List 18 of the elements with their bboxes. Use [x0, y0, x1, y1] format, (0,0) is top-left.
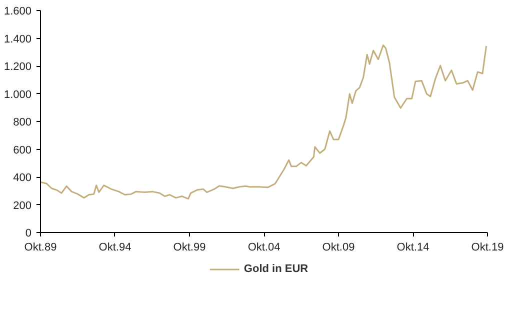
x-tick-label: Okt.89 [24, 242, 57, 254]
x-tick-label: Okt.09 [322, 242, 355, 254]
x-tick-label: Okt.04 [248, 242, 280, 254]
y-tick-label: 1.400 [4, 33, 32, 46]
line-series [40, 44, 488, 200]
y-tick-label: 400 [13, 172, 32, 184]
y-tick-label: 800 [13, 116, 32, 128]
legend-label: Gold in EUR [244, 263, 308, 275]
x-tick-label: Okt.14 [396, 242, 430, 254]
x-tick-label: Okt.99 [173, 242, 206, 254]
x-tick-label: Okt.94 [98, 242, 132, 254]
y-tick-label: 1.200 [4, 61, 32, 73]
y-tick-label: 1.000 [4, 88, 32, 101]
x-tick-label: Okt.19 [471, 242, 504, 254]
y-tick-label: 1.600 [4, 6, 32, 18]
y-tick-label: 600 [13, 144, 32, 156]
y-tick-label: 0 [25, 228, 32, 240]
y-tick-label: 200 [13, 200, 32, 212]
